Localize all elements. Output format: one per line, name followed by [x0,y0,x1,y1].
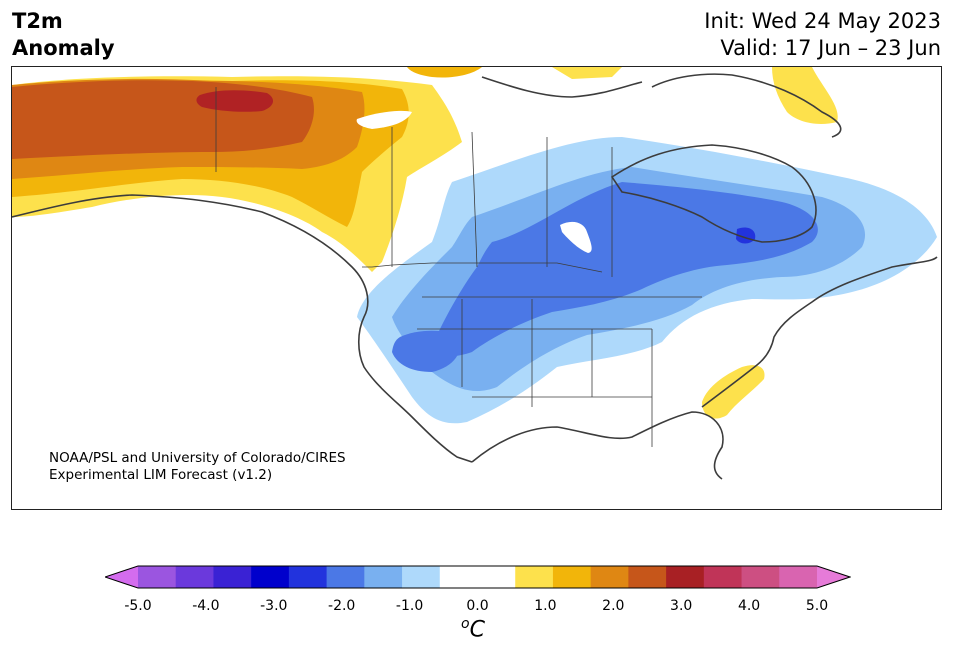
colorbar-tick-label: 0.0 [466,598,489,614]
anomaly-map [12,67,938,480]
credit-text: NOAA/PSL and University of Colorado/CIRE… [49,450,346,484]
colorbar-unit: oC [461,616,485,643]
colorbar-tick-label: 4.0 [737,598,761,614]
cool-anomaly-level-3 [432,182,818,357]
colorbar-swatch [477,566,516,588]
colorbar-over-arrow [817,566,850,588]
anomaly-label: Anomaly [12,36,115,60]
colorbar-tick-label: 3.0 [670,598,693,614]
colorbar-swatch [552,566,592,588]
warm-anomaly-southeast [702,365,765,419]
colorbar-swatch [213,566,252,588]
credit-line-2: Experimental LIM Forecast (v1.2) [49,467,273,483]
colorbar-swatch [666,566,705,588]
warm-anomaly-arctic [552,67,622,79]
valid-range: Valid: 17 Jun – 23 Jun [720,36,941,60]
colorbar-under-arrow [105,566,138,588]
colorbar-swatch [138,566,177,588]
lake-patch [356,110,412,129]
credit-line-1: NOAA/PSL and University of Colorado/CIRE… [49,450,346,466]
map-title: T2m Anomaly [12,8,115,62]
map-panel [11,66,942,510]
variable-label: T2m [12,9,63,33]
warm-anomaly-arctic-2 [407,67,482,78]
colorbar-swatch [251,566,290,588]
political-borders [215,87,702,447]
colorbar-swatch [288,566,328,588]
colorbar-tick-label: 5.0 [805,598,829,614]
forecast-dates: Init: Wed 24 May 2023 Valid: 17 Jun – 23… [704,8,941,62]
colorbar-tick-label: 2.0 [602,598,625,614]
colorbar-swatch [175,566,214,588]
warm-anomaly-level-4 [12,80,314,159]
colorbar-tick-label: -4.0 [192,598,220,614]
colorbar-tick-label: -5.0 [124,598,152,614]
colorbar-tick-label: 1.0 [534,598,557,614]
lake-patch [560,221,592,253]
colorbar-tick-label: -2.0 [328,598,356,614]
colorbar-swatches [138,566,818,588]
coastlines [12,73,938,480]
colorbar-swatch [364,566,403,588]
colorbar-swatch [703,566,743,588]
init-date: Init: Wed 24 May 2023 [704,9,941,33]
colorbar-swatch [590,566,629,588]
colorbar-swatch [741,566,780,588]
colorbar-swatch [515,566,554,588]
colorbar-swatch [402,566,441,588]
colorbar-swatch [628,566,667,588]
colorbar-outline [105,565,851,589]
colorbar [105,565,851,589]
colorbar-tick-label: -1.0 [395,598,424,614]
colorbar-swatch [326,566,365,588]
colorbar-tick-label: -3.0 [260,598,288,614]
cool-anomaly-southwest [392,330,461,372]
colorbar-swatch [439,566,478,588]
colorbar-swatch [779,566,818,588]
warm-anomaly-greenland [772,67,838,124]
